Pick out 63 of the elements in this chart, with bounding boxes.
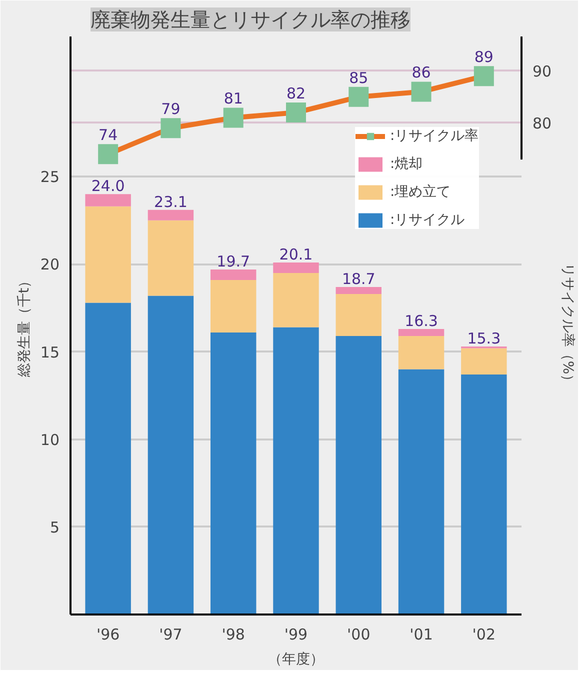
total-label: 23.1 xyxy=(154,192,188,211)
bar xyxy=(85,206,131,303)
y2-tick-label: 80 xyxy=(532,114,552,132)
bar xyxy=(148,296,194,614)
data-label: 74 xyxy=(98,126,118,144)
x-tick-label: '01 xyxy=(410,626,433,644)
y-axis-title: 総発生量（千t） xyxy=(16,274,32,378)
point xyxy=(160,118,181,138)
bar xyxy=(85,194,131,206)
chart-title: 廃棄物発生量とリサイクル率の推移 xyxy=(90,8,410,32)
bar xyxy=(336,294,382,336)
data-label: 89 xyxy=(474,48,494,66)
x-tick-label: '97 xyxy=(159,626,182,644)
legend-label: :リサイクル率 xyxy=(390,127,479,145)
total-label: 24.0 xyxy=(91,177,125,196)
bar xyxy=(461,348,507,375)
point xyxy=(223,108,244,128)
y-tick-label: 15 xyxy=(40,343,60,362)
total-label: 20.1 xyxy=(279,245,313,264)
bar xyxy=(336,286,382,294)
point xyxy=(411,82,432,102)
data-label: 86 xyxy=(412,64,431,82)
bar xyxy=(210,280,256,333)
total-label: 18.7 xyxy=(342,270,376,288)
y-tick-label: 25 xyxy=(40,168,60,186)
y2-tick-label: 90 xyxy=(532,62,552,80)
y-tick-label: 20 xyxy=(40,256,60,274)
x-tick-label: '99 xyxy=(284,626,308,644)
bar xyxy=(210,269,256,280)
y-tick-label: 10 xyxy=(40,430,60,449)
bar xyxy=(210,332,256,614)
x-tick-label: '96 xyxy=(96,626,120,644)
total-label: 16.3 xyxy=(404,312,438,330)
total-label: 19.7 xyxy=(216,252,250,270)
y2-axis-title: リサイクル率（%） xyxy=(560,262,576,388)
y-tick-label: 5 xyxy=(50,518,60,536)
legend-label: :焼却 xyxy=(390,155,423,173)
bar xyxy=(148,210,194,220)
point xyxy=(474,66,494,86)
bar xyxy=(336,336,382,614)
data-label: 82 xyxy=(286,84,306,103)
bar xyxy=(398,336,444,370)
point xyxy=(98,144,118,164)
legend-label: :埋め立て xyxy=(390,183,451,201)
bar xyxy=(398,329,444,336)
x-tick-label: '02 xyxy=(472,626,496,644)
point xyxy=(348,86,369,107)
bar xyxy=(398,369,444,614)
x-tick-label: '98 xyxy=(222,626,245,644)
legend-label: :リサイクル xyxy=(390,211,465,229)
bar xyxy=(273,327,319,614)
total-label: 15.3 xyxy=(467,330,501,348)
bar xyxy=(273,262,319,273)
point xyxy=(286,102,306,123)
bar xyxy=(148,220,194,296)
x-tick-label: '00 xyxy=(347,626,370,644)
x-axis-title: （年度） xyxy=(268,652,324,668)
bar xyxy=(85,302,131,614)
data-label: 79 xyxy=(161,100,180,118)
data-label: 81 xyxy=(224,90,243,108)
bar xyxy=(273,272,319,328)
data-label: 85 xyxy=(349,68,368,87)
bar xyxy=(461,374,507,614)
